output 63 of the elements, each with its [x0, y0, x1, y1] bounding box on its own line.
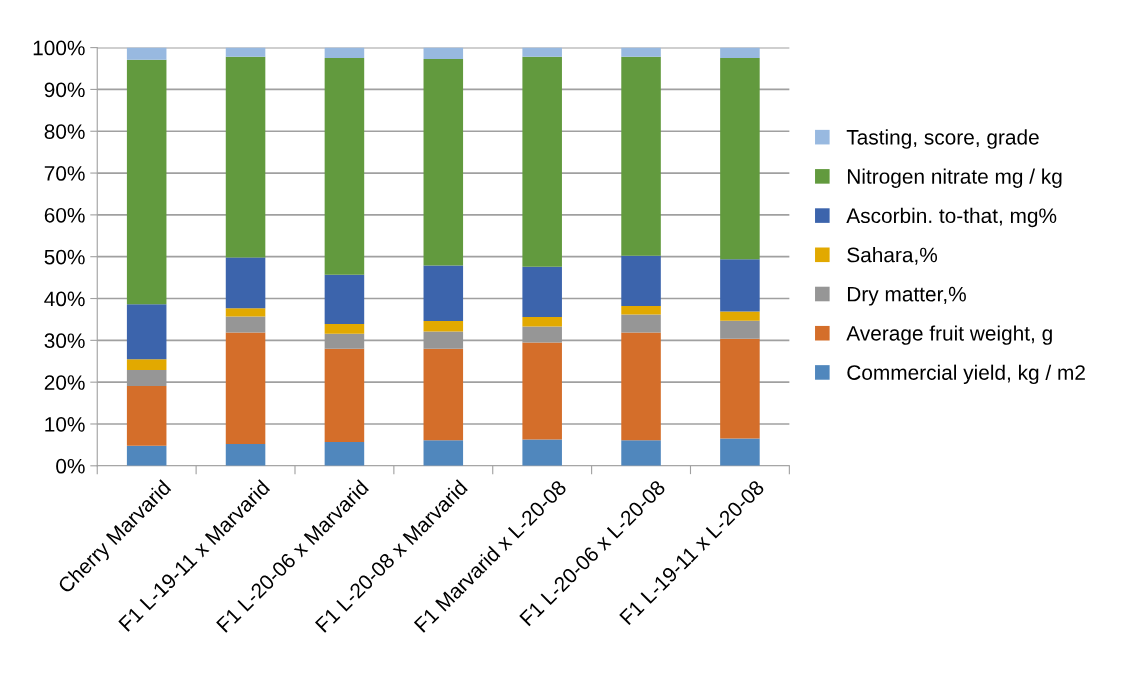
legend-label: Dry matter,% — [847, 286, 966, 306]
bar — [621, 56, 661, 256]
y-tick-label: 90% — [44, 82, 85, 98]
bar — [225, 444, 266, 466]
legend-label: Commercial yield, kg / m2 — [847, 364, 1085, 385]
bar — [423, 265, 464, 322]
legend-label: Sahara,% — [847, 246, 938, 265]
y-tick-label: 10% — [45, 416, 85, 432]
bar — [522, 47, 562, 57]
bar — [225, 47, 266, 57]
legend-label: Ascorbin. to-that, mg% — [846, 207, 1057, 228]
bar — [225, 257, 266, 309]
bar — [423, 348, 464, 441]
legend-label: Average fruit weight, g — [846, 325, 1052, 345]
y-tick-label: 30% — [44, 333, 85, 349]
bar — [225, 332, 266, 445]
y-tick-label: 80% — [44, 124, 85, 139]
bar — [324, 58, 365, 275]
y-tick-label: 0% — [56, 458, 85, 474]
bar — [423, 440, 464, 466]
bar — [621, 440, 661, 466]
y-tick-label: 100% — [33, 40, 85, 56]
bar — [621, 332, 661, 441]
bar — [126, 359, 167, 371]
bar — [522, 56, 562, 267]
legend-label: Nitrogen nitrate mg / kg — [847, 168, 1062, 188]
y-tick-label: 40% — [44, 291, 85, 307]
bar — [225, 316, 266, 333]
y-tick-label: 70% — [44, 166, 85, 181]
legend-label: Tasting, score, grade — [846, 129, 1039, 149]
bar — [522, 439, 562, 466]
bar — [621, 255, 661, 307]
bar — [225, 308, 266, 317]
bar — [621, 314, 661, 333]
bar — [423, 321, 464, 332]
bar — [720, 438, 760, 466]
y-tick-label: 60% — [44, 207, 85, 223]
bar — [720, 338, 760, 439]
bar — [621, 306, 661, 315]
bar — [720, 259, 760, 312]
bar — [324, 348, 365, 442]
bar — [522, 266, 562, 317]
bar — [324, 441, 365, 466]
bar — [720, 311, 760, 321]
bar — [720, 320, 760, 339]
bar — [423, 58, 464, 266]
bar — [621, 47, 661, 57]
bar — [324, 324, 365, 334]
bar — [126, 445, 167, 466]
bar — [126, 385, 167, 446]
bar — [522, 342, 562, 440]
bar — [126, 304, 167, 360]
y-tick-label: 50% — [44, 249, 85, 265]
bar — [225, 56, 266, 258]
bar — [522, 316, 562, 327]
y-tick-label: 20% — [44, 375, 85, 390]
bar — [423, 47, 464, 59]
bar — [324, 274, 365, 325]
bar — [720, 58, 760, 260]
bar — [720, 47, 760, 59]
bar — [126, 47, 167, 60]
bar — [324, 47, 365, 59]
bar — [126, 59, 167, 305]
